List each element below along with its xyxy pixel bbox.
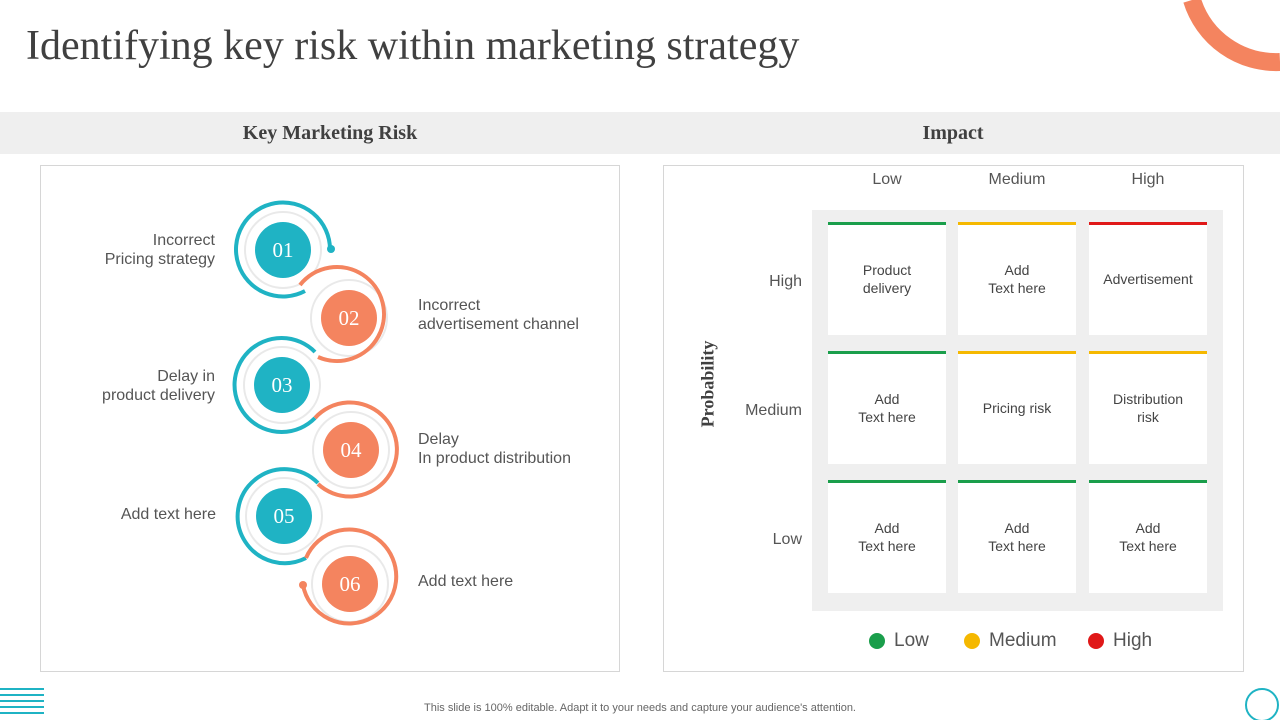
matrix-cell: Pricing risk: [958, 351, 1076, 464]
matrix-cell-text: Product delivery: [862, 261, 912, 296]
matrix-cell-text: Add Text here: [858, 390, 916, 425]
risk-label-04: Delay In product distribution: [418, 431, 571, 467]
impact-column-high: High: [1131, 171, 1165, 188]
matrix-cell: Add Text here: [958, 480, 1076, 593]
probability-axis-label: Probability: [697, 340, 718, 428]
risk-label-06: Add text here: [418, 573, 514, 590]
key-marketing-risk-heading: Key Marketing Risk: [242, 122, 418, 144]
red-dot-icon: [1088, 633, 1104, 649]
matrix-cell: Product delivery: [828, 222, 946, 335]
cell-level-bar-low: [1089, 480, 1207, 483]
cell-level-bar-medium: [1089, 351, 1207, 354]
green-dot-icon: [869, 633, 885, 649]
ring-decoration: [1245, 688, 1279, 720]
page-title: Identifying key risk within marketing st…: [26, 23, 800, 69]
footer-note: This slide is 100% editable. Adapt it to…: [424, 702, 856, 714]
legend-label: Low: [894, 630, 929, 651]
probability-row-high: High: [769, 273, 802, 290]
legend-item-medium: Medium: [964, 630, 1057, 652]
cell-level-bar-medium: [958, 222, 1076, 225]
impact-heading: Impact: [922, 122, 984, 144]
stripes-decoration: [0, 688, 44, 714]
risk-number-03: 03: [254, 357, 310, 413]
risk-number-02: 02: [321, 290, 377, 346]
matrix-cell-text: Add Text here: [1119, 519, 1177, 554]
matrix-cell: Add Text here: [958, 222, 1076, 335]
cell-level-bar-low: [828, 351, 946, 354]
matrix-cell-text: Add Text here: [988, 519, 1046, 554]
probability-row-medium: Medium: [745, 402, 802, 419]
cell-level-bar-low: [828, 480, 946, 483]
matrix-cell: Add Text here: [828, 480, 946, 593]
cell-level-bar-high: [1089, 222, 1207, 225]
risk-label-05: Add text here: [120, 506, 216, 523]
section-header-band: Key Marketing Risk Impact: [0, 112, 1280, 154]
legend-item-low: Low: [869, 630, 929, 652]
matrix-cell-text: Add Text here: [858, 519, 916, 554]
matrix-cell: Distribution risk: [1089, 351, 1207, 464]
cell-level-bar-low: [958, 480, 1076, 483]
cell-level-bar-medium: [958, 351, 1076, 354]
matrix-cell-text: Advertisement: [1103, 270, 1193, 287]
matrix-cell: Advertisement: [1089, 222, 1207, 335]
legend-item-high: High: [1088, 630, 1152, 652]
matrix-cell: Add Text here: [1089, 480, 1207, 593]
corner-arc-decoration: [1183, 0, 1280, 72]
yellow-dot-icon: [964, 633, 980, 649]
risk-label-02: Incorrect advertisement channel: [418, 297, 579, 333]
impact-column-medium: Medium: [988, 171, 1046, 188]
matrix-cell: Add Text here: [828, 351, 946, 464]
cell-level-bar-low: [828, 222, 946, 225]
legend-label: Medium: [989, 630, 1057, 651]
matrix-cell-text: Add Text here: [988, 261, 1046, 296]
risk-label-03: Delay in product delivery: [102, 368, 215, 404]
legend-label: High: [1113, 630, 1153, 651]
impact-column-low: Low: [872, 171, 902, 188]
risk-number-05: 05: [256, 488, 312, 544]
risk-number-06: 06: [322, 556, 378, 612]
matrix-cell-text: Pricing risk: [982, 399, 1052, 416]
risk-number-04: 04: [323, 422, 379, 478]
probability-row-low: Low: [772, 531, 802, 548]
risk-number-01: 01: [255, 222, 311, 278]
matrix-cell-text: Distribution risk: [1112, 390, 1184, 425]
risk-label-01: Incorrect Pricing strategy: [104, 232, 215, 268]
